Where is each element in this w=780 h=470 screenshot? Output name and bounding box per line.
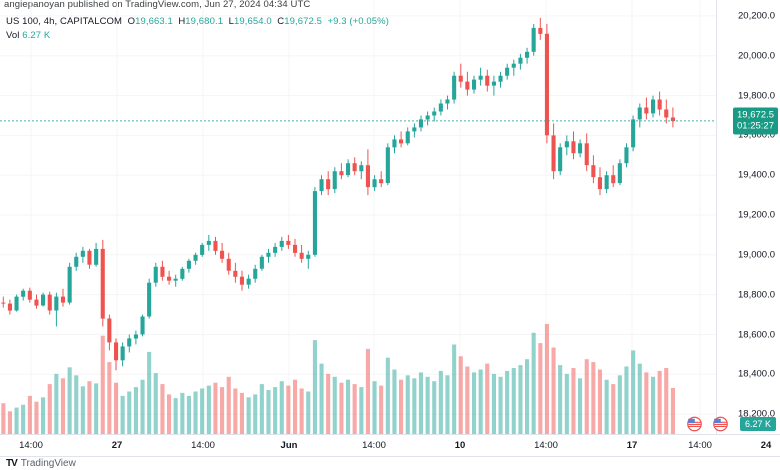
time-tick: 27 [111,440,123,451]
time-tick: 10 [454,440,466,451]
price-tick: 20,000.0 [738,50,775,62]
candlestick-series [0,17,716,434]
bar-countdown-timer: 01:25:27 [737,120,774,132]
price-tick: 19,600.0 [738,129,775,141]
time-tick: 17 [626,440,638,451]
price-tick: 19,000.0 [738,249,775,261]
legend-ohlc-row: US 100, 4h, CAPITALCOM O19,663.1 H19,680… [6,15,389,28]
time-tick: Jun [280,440,298,451]
legend-volume-row: Vol 6.27 K [6,29,389,42]
time-tick: 14:00 [534,440,558,451]
legend-low-value: 19,654.0 [233,16,272,27]
time-tick: 14:00 [191,440,215,451]
legend-volume-value: 6.27 K [22,30,51,41]
legend-close-value: 19,672.5 [284,16,322,27]
time-tick: 24 [760,440,772,451]
legend-high-value: 19,680.1 [185,16,224,27]
current-price-badge[interactable]: 19,672.5 01:25:27 [733,107,778,135]
legend-volume-label: Vol [6,30,20,41]
chart-plot-area[interactable] [0,0,716,434]
price-tick: 19,200.0 [738,209,775,221]
us-flag-event-icon[interactable] [713,416,728,432]
current-price-value: 19,672.5 [737,109,774,121]
time-tick: 14:00 [19,440,43,451]
legend-open-label: O [127,16,136,27]
tradingview-logo-mark: TV [6,458,18,469]
time-tick: 14:00 [362,440,386,451]
legend-high-label: H [178,16,186,27]
chart-legend[interactable]: US 100, 4h, CAPITALCOM O19,663.1 H19,680… [6,15,389,42]
price-tick: 19,800.0 [738,90,775,102]
price-tick: 18,200.0 [738,408,775,420]
attribution-text: angiepanoyan published on TradingView.co… [4,0,311,10]
legend-symbol-line[interactable]: US 100, 4h, CAPITALCOM [6,16,123,27]
price-tick: 18,800.0 [738,289,775,301]
us-flag-event-icon[interactable] [687,416,702,432]
price-tick: 18,600.0 [738,329,775,340]
volume-value-badge[interactable]: 6.27 K [739,417,776,431]
price-scale[interactable]: 20,200.0 20,000.0 19,800.0 19,600.0 19,400.0… [687,0,780,434]
price-tick: 20,200.0 [738,10,775,22]
time-tick: 14:00 [688,440,712,451]
chart-footer: TV TradingView [0,456,780,470]
tradingview-logo[interactable]: TV TradingView [6,458,76,469]
price-tick: 18,400.0 [738,368,775,380]
legend-close-label: C [277,16,285,27]
legend-low-label: L [228,16,234,27]
price-tick: 19,400.0 [738,169,775,181]
tradingview-logo-word: TradingView [20,458,76,469]
legend-change-value: +9.3 (+0.05%) [327,16,389,27]
legend-open-value: 19,663.1 [135,16,173,27]
